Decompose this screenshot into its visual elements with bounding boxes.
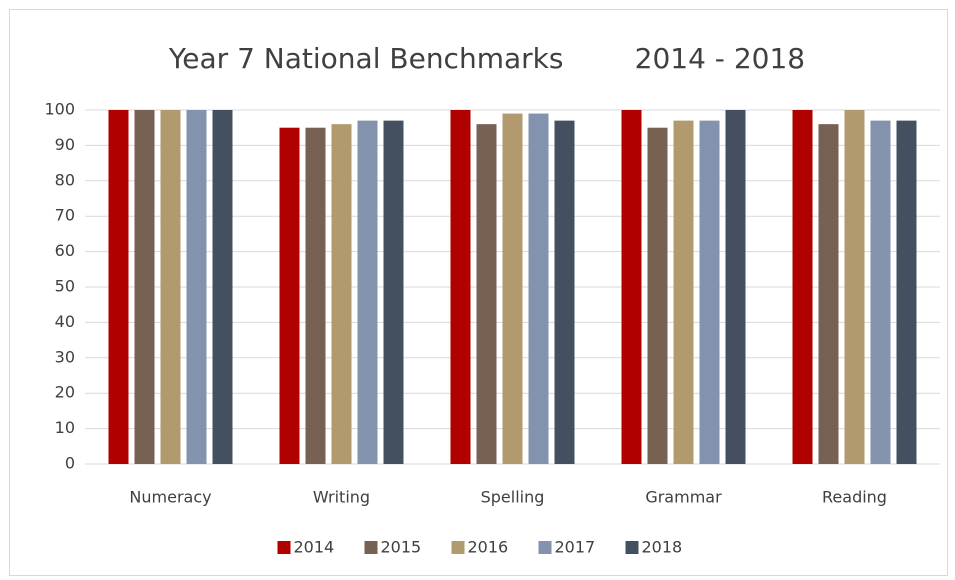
bar [528, 113, 549, 464]
bar [502, 113, 523, 464]
y-tick-label: 90 [55, 135, 75, 154]
bar [450, 110, 471, 464]
y-tick-label: 70 [55, 206, 75, 225]
legend-swatch [538, 541, 552, 554]
bar [383, 120, 404, 465]
bar [844, 110, 865, 464]
bar [305, 127, 326, 464]
y-tick-label: 80 [55, 170, 75, 189]
bar [186, 110, 207, 464]
legend-label: 2017 [555, 538, 596, 557]
legend-label: 2016 [468, 538, 509, 557]
bar [476, 124, 497, 464]
y-tick-label: 20 [55, 383, 75, 402]
bar [725, 110, 746, 464]
bar [134, 110, 155, 464]
bar [621, 110, 642, 464]
x-tick-label: Grammar [645, 488, 722, 507]
bar [818, 124, 839, 464]
y-tick-label: 60 [55, 241, 75, 260]
bar [554, 120, 575, 465]
y-tick-label: 50 [55, 277, 75, 296]
bar [331, 124, 352, 464]
y-tick-label: 0 [65, 454, 75, 473]
legend-label: 2018 [642, 538, 683, 557]
bar [699, 120, 720, 465]
legend-swatch [277, 541, 291, 554]
y-tick-label: 10 [55, 418, 75, 437]
legend-swatch [625, 541, 639, 554]
y-tick-label: 100 [44, 100, 75, 119]
x-tick-label: Spelling [481, 488, 545, 507]
x-tick-label: Writing [313, 488, 370, 507]
bar [160, 110, 181, 464]
y-tick-label: 30 [55, 347, 75, 366]
bar [896, 120, 917, 465]
legend-swatch [451, 541, 465, 554]
bar [792, 110, 813, 464]
bar [673, 120, 694, 465]
legend-label: 2014 [294, 538, 335, 557]
bar [357, 120, 378, 465]
chart-title: Year 7 National Benchmarks 2014 - 2018 [168, 42, 805, 75]
bar [647, 127, 668, 464]
bar [279, 127, 300, 464]
bar [212, 110, 233, 464]
x-tick-label: Reading [822, 488, 887, 507]
y-tick-label: 40 [55, 312, 75, 331]
legend-label: 2015 [381, 538, 422, 557]
bar [108, 110, 129, 464]
bar [870, 120, 891, 465]
x-tick-label: Numeracy [129, 488, 211, 507]
legend-swatch [364, 541, 378, 554]
